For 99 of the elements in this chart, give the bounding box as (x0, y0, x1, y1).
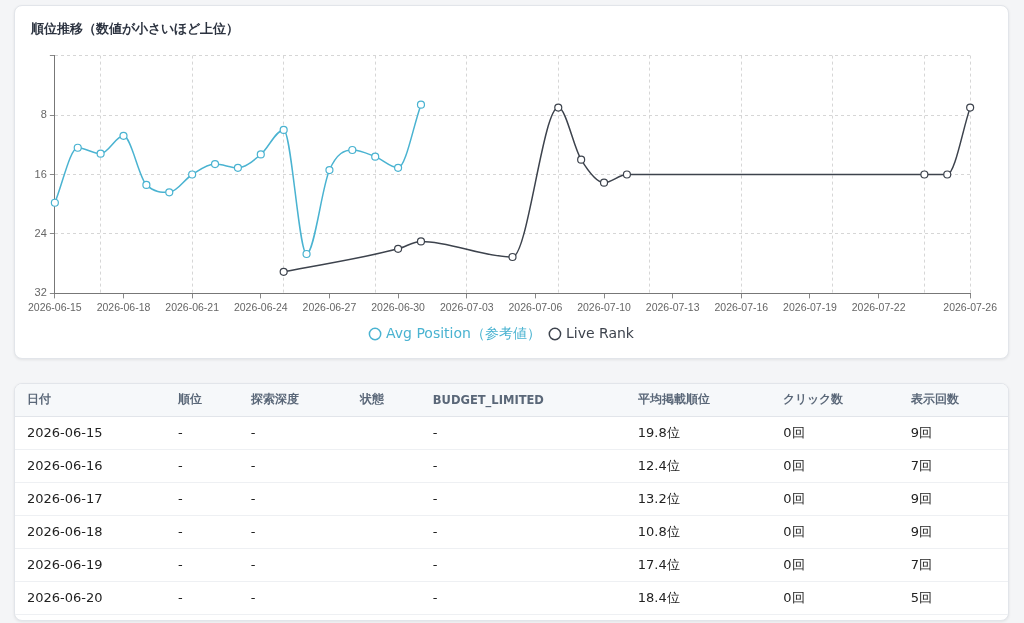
point (188, 170, 197, 179)
point (233, 163, 243, 172)
x-tick-label: 2026-07-22 (851, 300, 906, 313)
point (371, 152, 380, 161)
text: - (250, 491, 256, 506)
text: 5回 (910, 589, 933, 605)
x-tick-label: 2026-07-26 (943, 300, 998, 313)
x-tick-label: 2026-06-18 (96, 300, 151, 313)
text: 9回 (910, 424, 933, 440)
text: 7回 (910, 556, 933, 572)
point (966, 103, 975, 112)
point (279, 267, 288, 276)
point (256, 150, 265, 159)
point (96, 149, 105, 158)
text: 0回 (783, 589, 805, 605)
category-label: 状態 (348, 384, 421, 416)
text: 2026-06-19 (27, 557, 103, 572)
x-tick-label: 2026-07-03 (439, 300, 494, 313)
text: 12.4位 (637, 457, 680, 473)
x-tick-label: 2026-06-21 (165, 300, 220, 313)
category-label: 日付 (15, 384, 166, 416)
text: 7回 (910, 457, 933, 473)
point (119, 131, 128, 140)
x-tick-label: 2026-06-24 (233, 300, 288, 313)
text: - (250, 557, 256, 572)
point (622, 170, 632, 179)
category-label: BUDGET_LIMITED (420, 384, 626, 416)
point (325, 165, 334, 175)
text: - (178, 458, 183, 473)
text: 0回 (783, 523, 805, 539)
y-tick-label: 32 (34, 286, 47, 299)
text: 13.2位 (637, 490, 680, 506)
text: 10.8位 (637, 523, 680, 539)
text: 2026-06-17 (27, 491, 103, 506)
text: - (250, 524, 256, 539)
text: - (432, 458, 438, 473)
text: - (178, 425, 183, 440)
text: 2026-06-20 (27, 590, 103, 605)
point (348, 145, 357, 155)
chart-title: 順位推移（数値が小さいほど上位） (31, 20, 239, 38)
point (508, 252, 517, 262)
category-label: 順位 (166, 384, 239, 416)
text: - (178, 491, 183, 506)
point (943, 170, 952, 179)
point (393, 244, 403, 253)
point (416, 237, 426, 246)
legend-label: Live Rank (565, 324, 635, 341)
text: 18.4位 (637, 589, 680, 605)
point (920, 170, 929, 179)
category-label: 平均掲載順位 (625, 384, 772, 416)
y-tick-label: 8 (40, 108, 47, 121)
point (302, 249, 311, 259)
x-tick-label: 2026-07-10 (577, 300, 632, 313)
category-label: 表示回数 (898, 384, 1008, 416)
category-label: クリック数 (771, 384, 899, 416)
x-tick-label: 2026-07-06 (508, 300, 563, 313)
x-tick-label: 2026-07-19 (783, 300, 837, 313)
legend-label: Avg Position（参考値） (386, 324, 541, 341)
text: 0回 (783, 490, 805, 506)
text: - (432, 491, 438, 506)
point (554, 103, 563, 112)
text: 2026-06-18 (27, 524, 103, 539)
text: 9回 (910, 523, 933, 539)
point (577, 155, 586, 164)
x-tick-label: 2026-06-30 (371, 300, 426, 313)
y-tick-label: 16 (34, 167, 47, 180)
point (599, 178, 609, 187)
text: 2026-06-16 (27, 458, 103, 473)
text: - (432, 557, 438, 572)
point (210, 160, 220, 169)
y-tick-label: 24 (34, 226, 47, 239)
text: 0回 (783, 457, 805, 473)
category-label: 探索深度 (238, 384, 348, 416)
text: - (250, 425, 256, 440)
point (50, 198, 59, 207)
point (73, 143, 82, 152)
text: - (250, 458, 256, 473)
text: 9回 (910, 490, 933, 506)
text: - (178, 557, 183, 572)
point (393, 163, 403, 172)
text: - (432, 590, 438, 605)
text: - (432, 524, 438, 539)
text: 19.8位 (637, 424, 680, 440)
point (165, 188, 174, 197)
text: - (178, 524, 183, 539)
text: - (178, 590, 183, 605)
text: 0回 (783, 556, 805, 572)
x-tick-label: 2026-06-15 (28, 300, 82, 313)
text: - (250, 590, 256, 605)
point (279, 125, 288, 135)
text: 17.4位 (637, 556, 680, 572)
text: 2026-06-15 (27, 425, 103, 440)
x-tick-label: 2026-07-13 (645, 300, 700, 313)
point (142, 180, 151, 189)
text: - (432, 425, 438, 440)
x-tick-label: 2026-07-16 (714, 300, 769, 313)
point (416, 100, 426, 109)
x-tick-label: 2026-06-27 (302, 300, 357, 313)
text: 0回 (783, 424, 805, 440)
